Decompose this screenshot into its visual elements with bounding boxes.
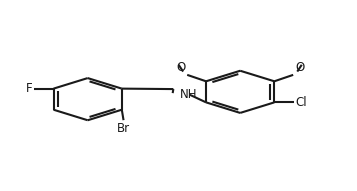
Text: Cl: Cl [296, 96, 307, 109]
Text: O: O [295, 61, 304, 74]
Text: O: O [176, 61, 186, 74]
Text: NH: NH [180, 87, 198, 100]
Text: F: F [26, 82, 32, 95]
Text: Br: Br [117, 122, 130, 135]
